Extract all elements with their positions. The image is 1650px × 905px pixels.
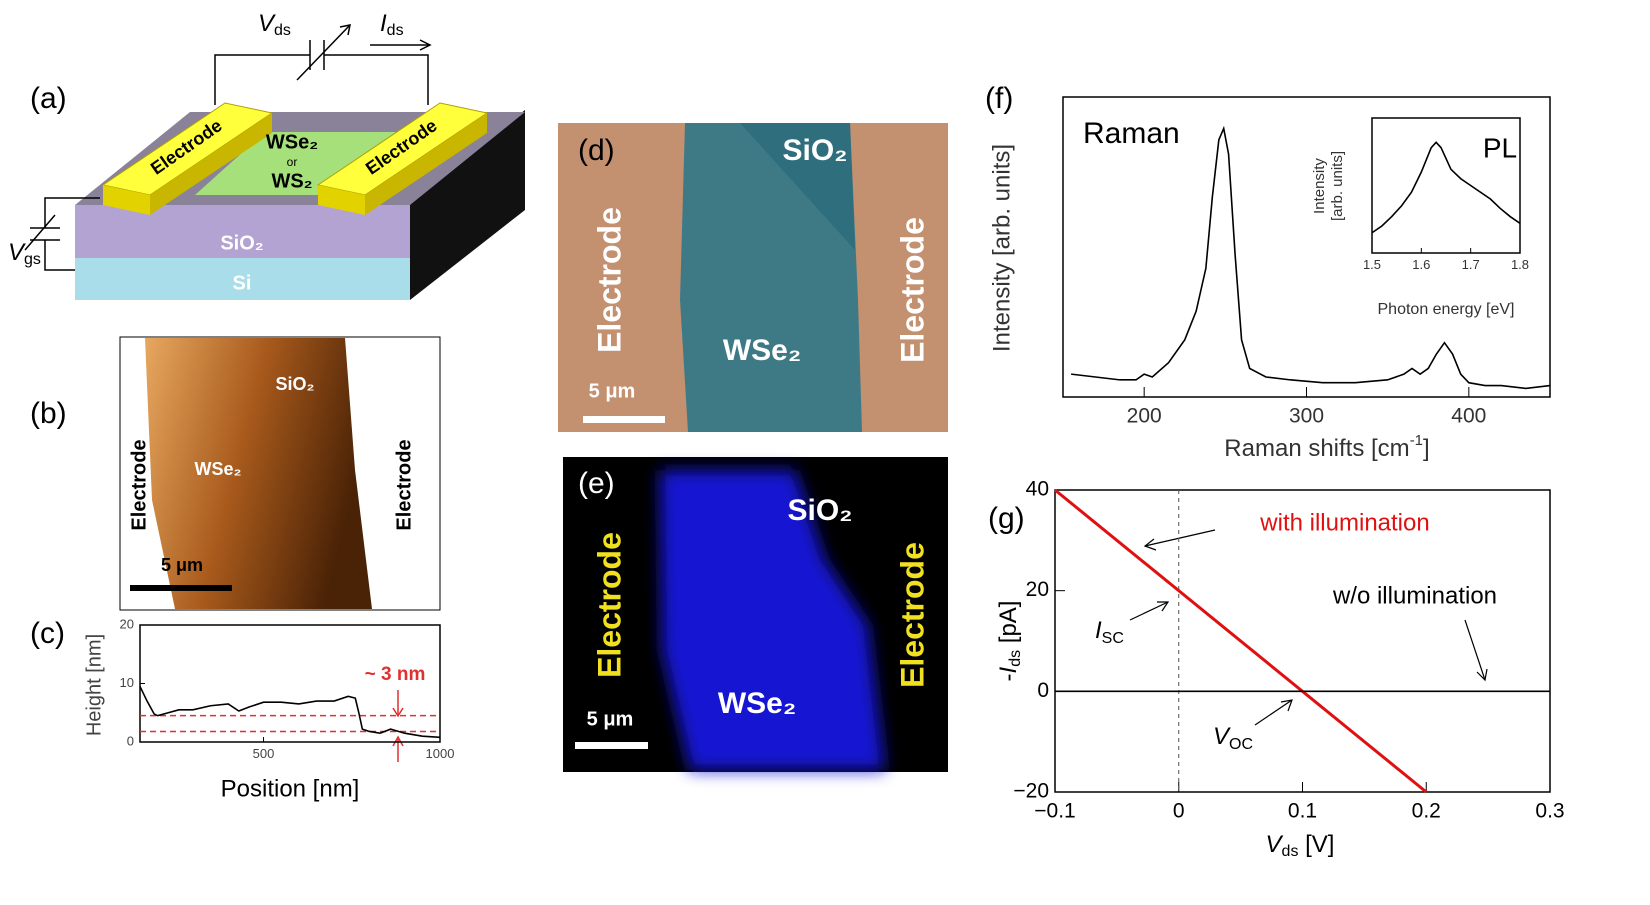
y-tick-label: 20 [120,616,134,631]
inset-title: PL [1483,132,1517,163]
scale-bar [583,416,665,423]
x-tick-label: 1.8 [1511,257,1529,272]
electrode [318,185,365,215]
x-tick-label: 1000 [426,746,455,761]
y-tick-label: 10 [120,675,134,690]
electrode-label: Electrode [128,439,150,530]
x-tick-label: 300 [1289,404,1324,427]
panel-a: (a) Electrode Electrode WSe₂ or WS₂ SiO₂… [8,10,525,300]
flake-label: WSe₂ [194,459,241,479]
x-tick-label: 400 [1451,404,1486,427]
panel-label: (f) [985,82,1013,115]
electrode-label: Electrode [591,532,627,678]
material-label: WSe₂ [266,131,318,153]
data-line [1371,141,1521,234]
chart-title: Raman [1083,117,1180,150]
panel-e: (e) SiO₂ Electrode Electrode WSe₂ 5 μm [563,457,948,772]
data-line [1071,125,1551,390]
plot-frame [1371,117,1521,254]
oxide-label: SiO₂ [220,232,263,254]
flake [195,132,400,195]
material-label: WS₂ [271,170,312,192]
x-tick-label: 0.1 [1288,799,1317,822]
x-tick-label: 0.2 [1412,799,1441,822]
panel-c: (c) Position [nm] Height [nm] ~ 3 nm [30,617,425,802]
y-tick-label: 20 [1026,578,1049,601]
arrow [1129,529,1488,726]
panel-label: (g) [988,502,1025,535]
data-line [139,686,441,739]
electrode-label: Electrode [894,542,930,688]
x-tick-label: 1.6 [1412,257,1430,272]
x-tick-label: 0 [1173,799,1185,822]
y-tick-label: −20 [1013,780,1049,803]
arrow [392,690,404,762]
x-axis-label: Raman shifts [cm-1] [1224,432,1429,462]
scale-label: 5 μm [587,708,634,730]
electrode [150,113,272,215]
x-axis-label: Position [nm] [221,775,360,802]
annotation: w/o illumination [1332,582,1497,609]
electrode-label: Electrode [393,439,415,530]
scale-bar [130,585,232,591]
panel-label: (d) [578,134,615,167]
panel-label: (b) [30,397,67,430]
flake [145,338,372,609]
electrode-label: Electrode [591,207,627,353]
electrode-label: Electrode [894,217,930,363]
flake [660,470,885,770]
flake-label: WSe₂ [723,334,801,367]
scale-bar [575,742,648,749]
silicon-layer [75,258,410,300]
annotation: ISC [1095,617,1124,647]
material-label: or [287,155,298,169]
panel-f: (f) Raman PL Intensity [arb. units] Rama… [985,82,1517,462]
x-axis-label: Vds [V] [1266,831,1335,860]
panel-b: (b) Electrode Electrode SiO₂ WSe₂ 5 μm [30,336,441,611]
vgs-label: Vgs [8,239,41,268]
y-tick-label: 0 [127,733,134,748]
oxide-label: SiO₂ [787,494,852,527]
scale-label: 5 μm [161,555,203,575]
electrode [103,185,150,215]
panel-label: (e) [578,467,615,500]
substrate-side [410,110,525,300]
y-tick-label: 0 [1037,679,1049,702]
inset-y-label: Intensity[arb. units] [1311,151,1346,221]
circuit [24,24,432,271]
inset-x-label: Photon energy [eV] [1378,301,1515,318]
ids-label: Ids [380,10,404,39]
y-axis-label: Intensity [arb. units] [988,144,1015,352]
electrode [365,113,487,215]
oxide-label: SiO₂ [782,134,847,167]
scale-label: 5 μm [589,380,636,402]
y-tick-label: 40 [1026,478,1049,501]
data-line [1054,488,1428,794]
y-axis-label: -Ids [pA] [995,601,1024,682]
x-tick-label: −0.1 [1034,799,1075,822]
oxide-label: SiO₂ [275,374,314,394]
silicon-label: Si [233,272,252,294]
flake-region [740,123,855,250]
y-axis-label: Height [nm] [83,634,105,736]
annotation: VOC [1213,723,1253,753]
x-tick-label: 1.5 [1363,257,1381,272]
panel-label: (c) [30,617,65,650]
x-tick-label: 0.3 [1535,799,1564,822]
x-tick-label: 1.7 [1462,257,1480,272]
oxide-layer [75,205,410,258]
annotation: with illumination [1259,509,1429,536]
panel-label: (a) [30,82,67,115]
x-tick-label: 200 [1127,404,1162,427]
vds-label: Vds [258,10,291,39]
panel-g: (g) -Ids [pA] Vds [V] with illumination … [988,502,1497,860]
flake-label: WSe₂ [718,687,796,720]
x-tick-label: 500 [253,746,275,761]
annotation: ~ 3 nm [365,664,426,685]
panel-d: (d) SiO₂ Electrode Electrode WSe₂ 5 μm [558,123,948,432]
